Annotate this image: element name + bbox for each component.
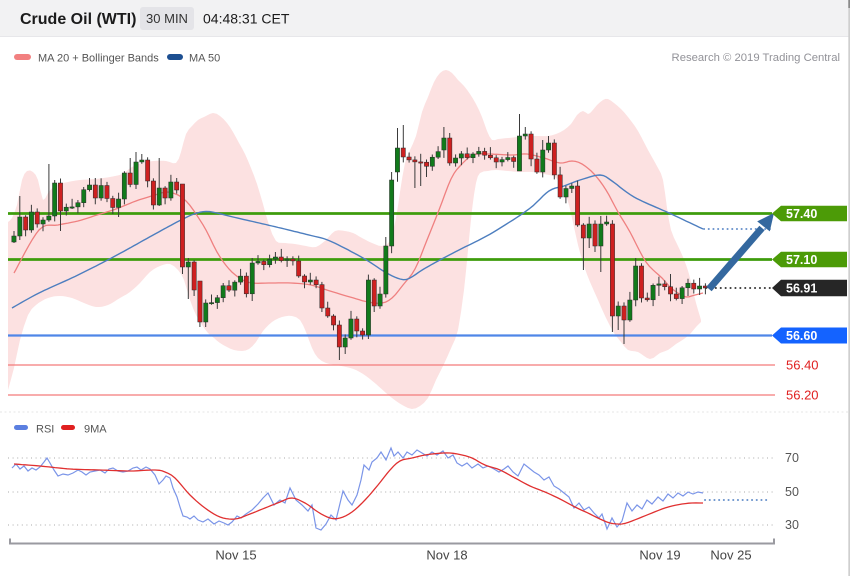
svg-text:56.40: 56.40	[786, 358, 819, 373]
svg-text:Nov 15: Nov 15	[215, 548, 256, 563]
svg-text:70: 70	[785, 451, 799, 465]
svg-text:50: 50	[785, 485, 799, 499]
svg-text:30 MIN: 30 MIN	[146, 11, 188, 26]
svg-text:56.20: 56.20	[786, 388, 819, 403]
svg-text:RSI: RSI	[36, 424, 54, 436]
svg-text:Nov 18: Nov 18	[426, 548, 467, 563]
svg-text:56.60: 56.60	[786, 329, 817, 343]
svg-text:Crude Oil (WTI): Crude Oil (WTI)	[20, 11, 136, 28]
svg-text:Nov 19: Nov 19	[639, 548, 680, 563]
svg-text:MA 20 + Bollinger Bands: MA 20 + Bollinger Bands	[38, 53, 159, 65]
svg-text:30: 30	[785, 518, 799, 532]
svg-text:Nov 25: Nov 25	[710, 548, 751, 563]
svg-text:57.40: 57.40	[786, 207, 817, 221]
svg-text:56.91: 56.91	[786, 282, 817, 296]
svg-text:Research © 2019 Trading Centra: Research © 2019 Trading Central	[672, 52, 840, 64]
svg-text:MA 50: MA 50	[189, 53, 220, 65]
svg-text:9MA: 9MA	[84, 424, 107, 436]
svg-text:04:48:31 CET: 04:48:31 CET	[203, 11, 290, 27]
svg-text:57.10: 57.10	[786, 253, 817, 267]
